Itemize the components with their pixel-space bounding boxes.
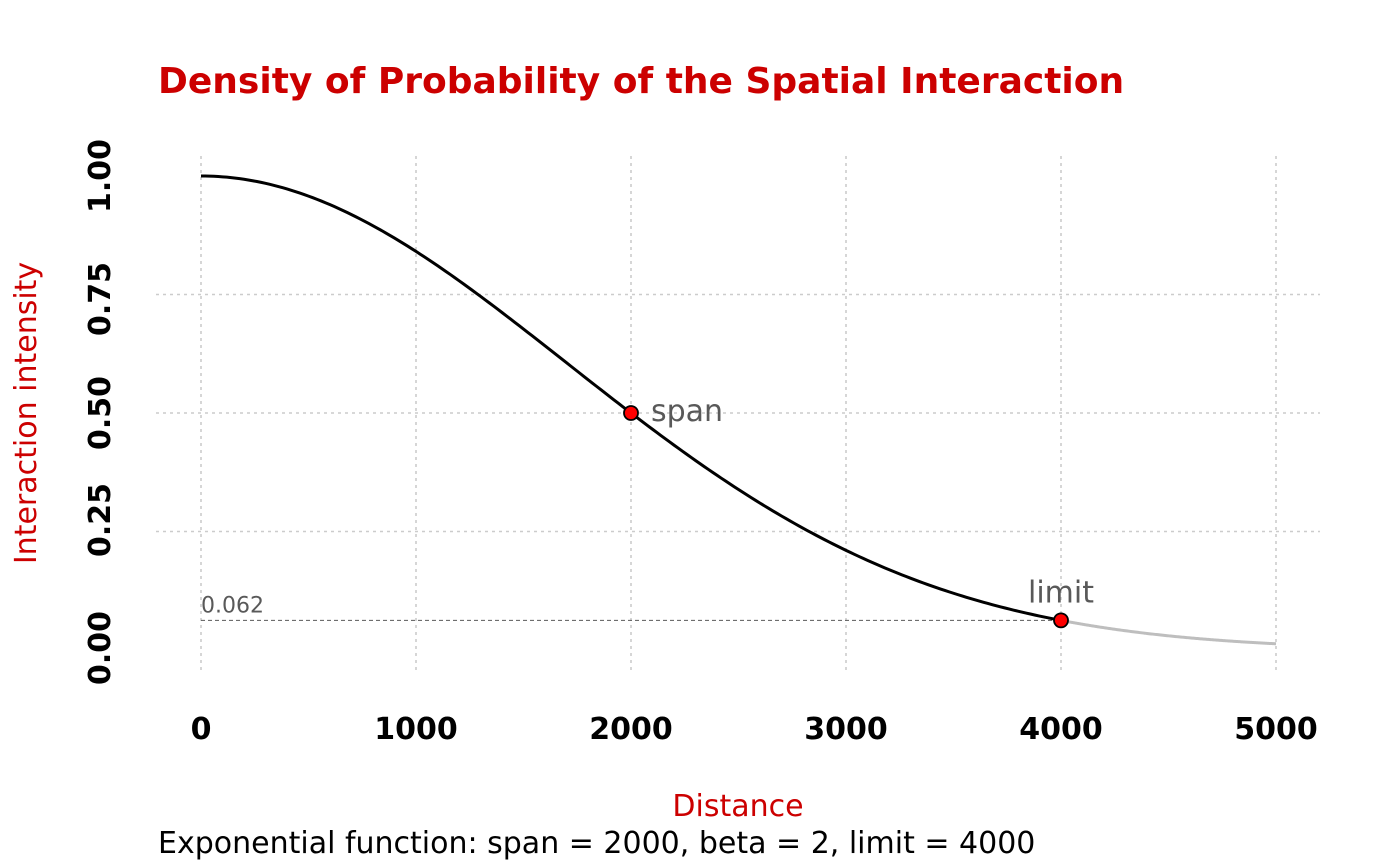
y-tick-label: 1.00 bbox=[83, 139, 118, 213]
point-span bbox=[623, 405, 639, 421]
y-tick-labels: 0.00 0.25 0.50 0.75 1.00 bbox=[83, 139, 118, 685]
x-tick-label: 3000 bbox=[804, 712, 888, 747]
y-tick-label: 0.25 bbox=[83, 483, 118, 557]
x-tick-label: 0 bbox=[191, 712, 212, 747]
point-group: span limit bbox=[623, 394, 1094, 629]
point-limit bbox=[1053, 612, 1069, 629]
curve-beyond-limit bbox=[1060, 618, 1277, 646]
x-tick-label: 4000 bbox=[1019, 712, 1103, 747]
y-tick-label: 0.00 bbox=[83, 611, 118, 685]
x-axis-title: Distance bbox=[672, 789, 803, 824]
grid-lines bbox=[156, 156, 1320, 672]
x-tick-label: 2000 bbox=[589, 712, 673, 747]
y-tick-label: 0.50 bbox=[83, 376, 118, 450]
reference-line-group: 0.062 bbox=[201, 593, 1061, 621]
x-tick-label: 5000 bbox=[1234, 712, 1318, 747]
y-axis-title: Interaction intensity bbox=[9, 262, 44, 564]
point-label-limit: limit bbox=[1028, 575, 1094, 610]
reference-line-label: 0.062 bbox=[201, 593, 264, 618]
y-tick-label: 0.75 bbox=[83, 262, 118, 336]
curve-group bbox=[200, 174, 1277, 646]
x-tick-labels: 0 1000 2000 3000 4000 5000 bbox=[191, 712, 1318, 747]
x-tick-label: 1000 bbox=[374, 712, 458, 747]
chart-caption: Exponential function: span = 2000, beta … bbox=[158, 826, 1035, 861]
point-label-span: span bbox=[651, 394, 723, 429]
chart-title: Density of Probability of the Spatial In… bbox=[158, 61, 1124, 102]
